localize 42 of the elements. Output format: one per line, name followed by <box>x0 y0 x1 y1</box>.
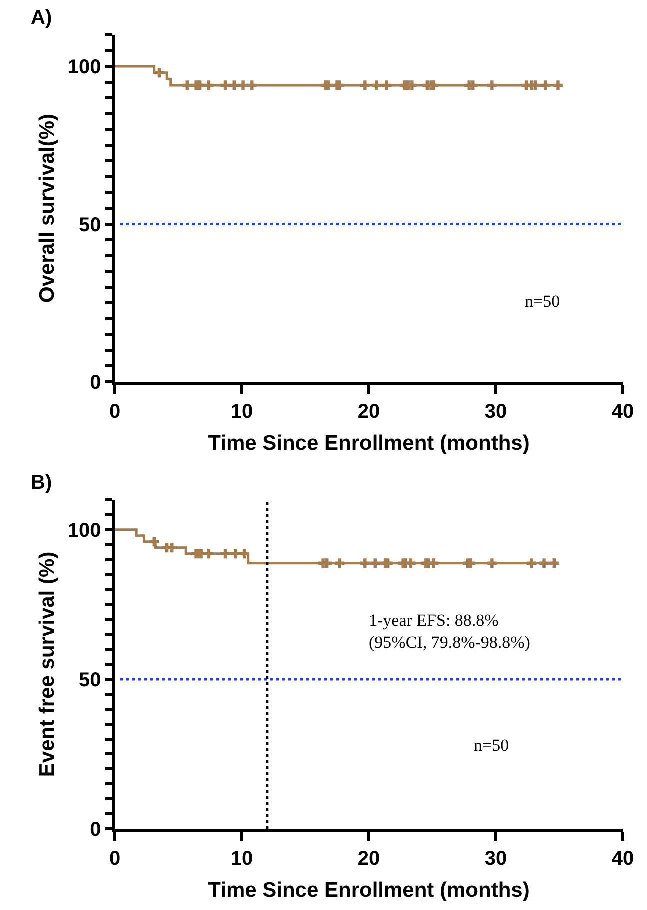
point <box>466 558 476 568</box>
annotation: n=50 <box>525 292 560 311</box>
point <box>230 549 240 559</box>
x-axis-title: Time Since Enrollment (months) <box>208 878 530 902</box>
y-axis-title: Overall survival(%) <box>36 114 60 304</box>
y-tick-label: 50 <box>79 669 102 692</box>
point <box>428 558 439 568</box>
x-tick-label: 10 <box>230 400 254 423</box>
y-tick-label: 0 <box>90 372 102 394</box>
point <box>167 543 177 553</box>
y-tick-label: 0 <box>90 819 102 841</box>
point <box>240 549 250 559</box>
point <box>539 558 550 568</box>
x-tick-label: 0 <box>109 400 121 423</box>
x-tick-label: 30 <box>484 848 508 870</box>
y-tick-label: 100 <box>68 520 102 542</box>
point <box>406 558 416 568</box>
point <box>204 549 214 559</box>
point <box>220 549 230 559</box>
x-tick-label: 10 <box>230 848 254 870</box>
x-tick-label: 20 <box>358 848 380 870</box>
point <box>370 558 380 568</box>
annotation: 1-year EFS: 88.8% (95%CI, 79.8%-98.8%) <box>369 611 530 652</box>
chart-title: B) <box>31 472 52 494</box>
point <box>383 558 393 568</box>
point <box>487 558 497 568</box>
x-tick-label: 30 <box>484 400 508 423</box>
y-tick-label: 100 <box>68 56 102 79</box>
x-tick-label: 20 <box>358 400 380 423</box>
chart-title: A) <box>31 7 52 29</box>
y-axis-title: Event free survival (%) <box>36 552 60 778</box>
x-axis-title: Time Since Enrollment (months) <box>208 432 530 455</box>
x-tick-label: 0 <box>109 848 121 870</box>
point <box>526 558 536 568</box>
point <box>150 537 160 547</box>
point <box>334 558 345 568</box>
y-tick-label: 50 <box>79 214 102 236</box>
annotation: n=50 <box>474 736 510 755</box>
x-tick-label: 40 <box>612 848 634 870</box>
x-tick-label: 40 <box>612 400 634 423</box>
point <box>550 558 560 568</box>
point <box>360 558 370 568</box>
